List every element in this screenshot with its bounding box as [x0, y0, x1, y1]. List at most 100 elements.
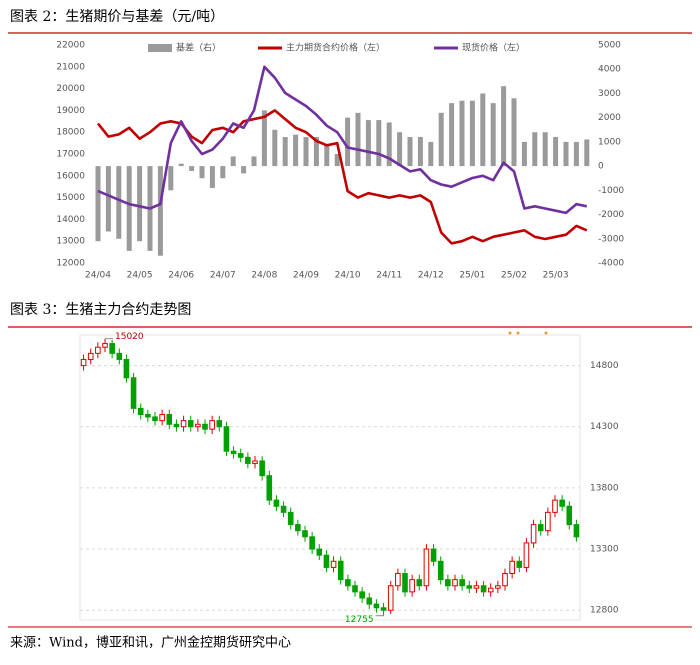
- y-tick-label: 15000: [56, 193, 85, 203]
- marker-dot: [508, 331, 512, 335]
- bar: [126, 166, 132, 251]
- candle-body: [452, 579, 458, 587]
- y-tick-label: 12800: [590, 606, 619, 616]
- candle-body: [545, 511, 551, 532]
- y-tick-label: 13300: [590, 545, 619, 555]
- candle-body: [259, 460, 265, 477]
- plot-frame: [79, 334, 581, 621]
- candle-body: [116, 352, 123, 360]
- bar: [480, 93, 486, 167]
- x-tick-label: 24/06: [168, 271, 194, 281]
- bar: [334, 154, 340, 167]
- candle-body: [380, 607, 387, 611]
- bar: [428, 141, 434, 167]
- legend-label: 基差（右）: [176, 42, 221, 54]
- candle-body: [187, 420, 194, 428]
- x-tick-label: 24/12: [418, 271, 444, 281]
- candle-body: [409, 579, 415, 593]
- marker-dot: [544, 331, 548, 335]
- candle-body: [416, 579, 423, 587]
- candle-body: [209, 420, 215, 430]
- x-tick-label: 24/05: [127, 271, 153, 281]
- x-tick-label: 24/09: [293, 271, 319, 281]
- bar: [157, 166, 163, 256]
- bar: [178, 163, 184, 167]
- bar: [521, 141, 527, 167]
- candle-body: [280, 505, 287, 513]
- bar: [272, 129, 278, 167]
- candle-body: [302, 530, 308, 538]
- x-tick-label: 24/08: [251, 271, 277, 281]
- candle-body: [430, 548, 437, 562]
- candle-body: [516, 560, 523, 568]
- bar: [116, 166, 122, 239]
- y-tick-label: 20000: [56, 84, 85, 94]
- figure-title: 图表 3：生猪主力合约走势图: [10, 302, 191, 318]
- bar: [376, 120, 382, 167]
- candle-body: [130, 377, 137, 409]
- candle-body: [402, 573, 408, 593]
- candle-body: [95, 346, 101, 354]
- candle-body: [345, 579, 351, 587]
- y-tick-label: 13800: [590, 483, 619, 493]
- y-tick-label: 18000: [56, 128, 85, 138]
- candle-body: [323, 554, 330, 568]
- y-tick-label: 14800: [590, 361, 619, 371]
- bar: [251, 156, 257, 167]
- candle-body: [266, 475, 273, 501]
- y-tick-label: 16000: [56, 171, 85, 181]
- y2-tick-label: 4000: [598, 65, 621, 75]
- candle-body: [530, 524, 537, 544]
- min-annotation: 12755: [345, 615, 374, 625]
- candle-body: [552, 499, 558, 513]
- candle-body: [352, 585, 358, 593]
- bar: [303, 137, 309, 167]
- candle-body: [137, 407, 144, 416]
- candle-body: [273, 499, 280, 507]
- y2-tick-label: 0: [598, 162, 604, 172]
- bar: [553, 137, 559, 167]
- x-tick-label: 24/07: [210, 271, 236, 281]
- candle-body: [480, 585, 487, 593]
- candle-body: [173, 423, 180, 428]
- candle-body: [145, 414, 151, 418]
- y2-tick-label: -3000: [598, 234, 624, 244]
- bar: [501, 86, 507, 167]
- bar: [490, 103, 496, 167]
- bar: [345, 117, 351, 167]
- candle-body: [230, 450, 237, 455]
- candle-body: [459, 579, 465, 587]
- candle-body: [395, 573, 401, 587]
- line: [97, 65, 588, 215]
- y2-tick-label: 2000: [598, 113, 621, 123]
- bar: [168, 166, 174, 191]
- bar: [407, 137, 413, 167]
- candle-body: [373, 603, 380, 609]
- y-tick-label: 21000: [56, 62, 85, 72]
- y-tick-label: 14300: [590, 422, 619, 432]
- candle-body: [316, 548, 323, 556]
- candle-body: [437, 560, 444, 581]
- bar: [199, 166, 205, 179]
- candle-body: [445, 579, 451, 587]
- y2-tick-label: -1000: [598, 186, 624, 196]
- candle-body: [123, 358, 130, 379]
- candle-body: [109, 343, 115, 354]
- candle-body: [245, 456, 251, 464]
- marker-dot: [516, 331, 520, 335]
- candle-body: [509, 560, 515, 575]
- y2-tick-label: 5000: [598, 41, 621, 51]
- candle-body: [487, 587, 494, 593]
- x-tick-label: 24/10: [335, 271, 361, 281]
- candle-body: [502, 573, 508, 587]
- y2-tick-label: 3000: [598, 89, 621, 99]
- x-tick-label: 25/03: [543, 271, 569, 281]
- x-tick-label: 25/02: [501, 271, 527, 281]
- candle-body: [102, 343, 108, 348]
- bar: [417, 137, 423, 167]
- candle-body: [309, 536, 315, 550]
- y-tick-label: 22000: [56, 41, 85, 51]
- bar: [469, 100, 475, 167]
- y-tick-label: 17000: [56, 150, 85, 160]
